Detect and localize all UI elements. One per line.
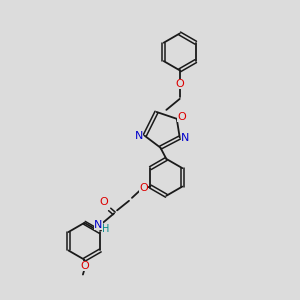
Text: N: N bbox=[94, 220, 103, 230]
Text: O: O bbox=[175, 79, 184, 89]
Text: O: O bbox=[140, 183, 148, 193]
Text: H: H bbox=[102, 224, 110, 234]
Text: O: O bbox=[177, 112, 186, 122]
Text: O: O bbox=[99, 197, 108, 207]
Text: N: N bbox=[181, 133, 190, 142]
Text: O: O bbox=[80, 261, 89, 271]
Text: N: N bbox=[135, 131, 143, 141]
